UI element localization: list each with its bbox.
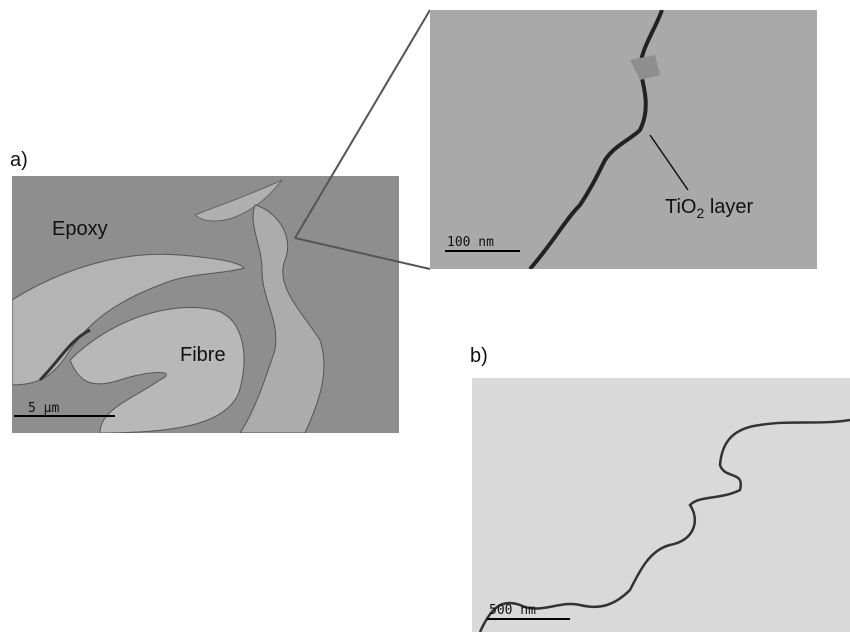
annotation-subscript: 2 [696,205,704,221]
micrograph-a [12,176,399,433]
figure: a) Epoxy Fibre 5 µm TiO2 layer 100 nm b)… [0,0,850,632]
scale-bar-label: 5 µm [28,401,59,416]
annotation-text: TiO [665,196,696,218]
annotation: TiO2 layer [665,196,754,221]
scale-bar-label: 500 nm [489,603,536,618]
micrograph-b [472,378,850,632]
panel-label: a) [10,149,28,171]
micrograph-inset [430,10,817,269]
annotation-suffix: layer [704,196,753,218]
annotation: Fibre [180,344,226,366]
panel-label: b) [470,345,488,367]
page: a) Epoxy Fibre 5 µm TiO2 layer 100 nm b)… [0,0,850,632]
annotation: Epoxy [52,218,108,240]
scale-bar-label: 100 nm [447,235,494,250]
